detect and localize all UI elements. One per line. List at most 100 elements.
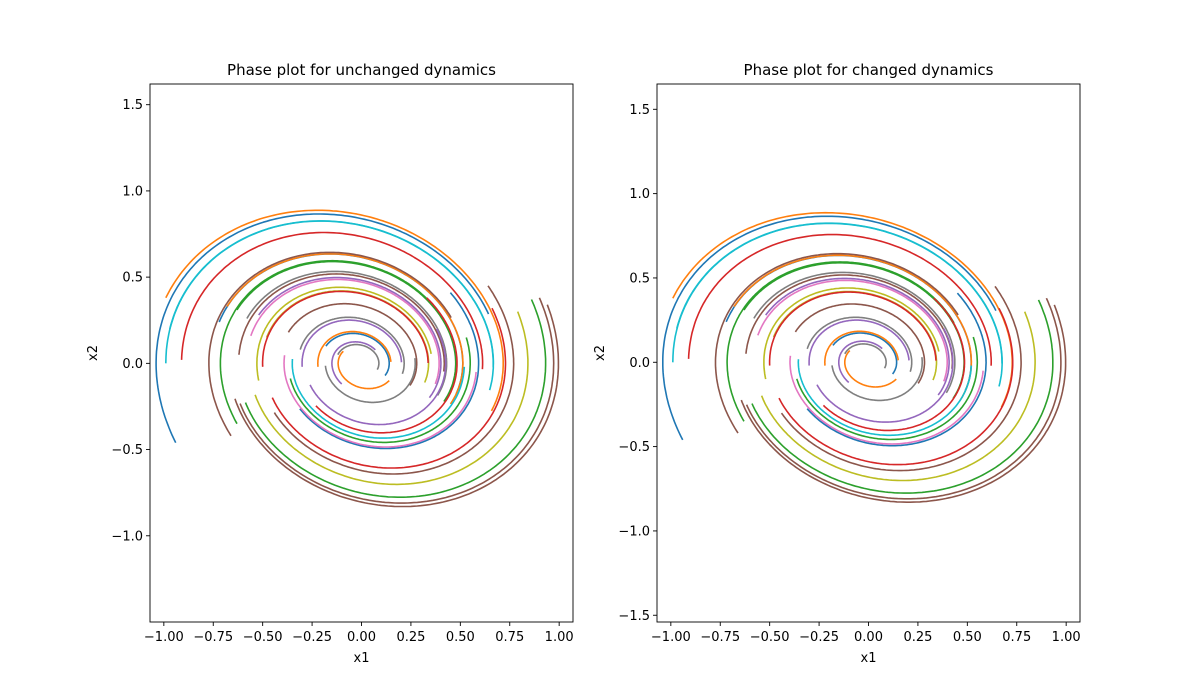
trajectory-11	[753, 271, 956, 394]
trajectory-25	[806, 292, 987, 447]
trajectory-21	[261, 290, 429, 367]
trajectory-26	[796, 336, 979, 441]
trajectory-23	[208, 251, 452, 437]
trajectory-13	[258, 276, 442, 399]
x-tick-label: −1.00	[144, 630, 184, 645]
trajectory-27	[797, 359, 973, 437]
trajectory-35	[283, 355, 477, 448]
y-tick-label: −0.5	[111, 443, 143, 458]
trajectory-37	[337, 350, 390, 390]
trajectory-24	[822, 297, 966, 432]
x-tick-label: −0.75	[193, 630, 233, 645]
trajectory-19	[301, 319, 403, 367]
trajectory-19	[808, 319, 910, 366]
trajectory-15	[806, 316, 913, 373]
trajectory-30	[244, 299, 547, 498]
trajectory-17	[317, 330, 392, 367]
x-tick-label: 1.00	[1052, 630, 1081, 645]
x-tick-label: 0.00	[854, 630, 883, 645]
trajectory-4	[672, 211, 1013, 408]
trajectory-24	[315, 297, 458, 434]
chart-title: Phase plot for unchanged dynamics	[227, 61, 496, 79]
x-tick-label: −0.25	[799, 630, 839, 645]
x-tick-label: −0.50	[243, 630, 283, 645]
trajectory-17	[824, 330, 899, 366]
plot-frame	[656, 83, 1081, 623]
trajectory-4	[165, 209, 504, 412]
y-tick-label: 1.5	[629, 103, 650, 118]
trajectory-35	[789, 355, 984, 445]
y-tick-label: 0.5	[629, 271, 650, 286]
trajectory-33	[273, 285, 515, 475]
x-tick-label: −1.00	[651, 630, 691, 645]
trajectory-16	[325, 332, 390, 377]
x-axis-label: x1	[354, 651, 370, 666]
y-tick-label: −1.0	[618, 524, 650, 539]
trajectory-15	[299, 316, 405, 375]
x-tick-label: −0.75	[700, 630, 740, 645]
trajectory-21	[768, 291, 937, 366]
y-axis-label: x2	[593, 345, 608, 361]
trajectory-23	[714, 252, 959, 434]
trajectory-10	[250, 278, 440, 385]
x-tick-label: 1.00	[545, 630, 574, 645]
x-tick-label: 0.75	[1002, 630, 1031, 645]
trajectory-28	[309, 328, 447, 426]
y-tick-label: 0.0	[122, 357, 143, 372]
trajectory-28	[816, 328, 954, 423]
y-tick-label: −1.5	[618, 609, 650, 624]
y-tick-label: 0.5	[122, 271, 143, 286]
trajectory-38	[331, 341, 376, 385]
trajectory-30	[751, 299, 1054, 494]
right-phase-plot: −1.00 −0.75 −0.50 −0.25 0.00 0.25 0.50 0.75 1.00…	[593, 61, 1081, 666]
trajectory-31	[239, 297, 555, 504]
x-tick-label: 0.75	[495, 630, 524, 645]
trajectory-36	[324, 358, 416, 404]
y-tick-label: 1.0	[629, 187, 650, 202]
trajectory-32	[740, 304, 1067, 503]
trajectory-5	[169, 220, 495, 391]
y-tick-label: 0.0	[629, 356, 650, 371]
trajectory-38	[838, 340, 883, 384]
trajectory-34	[271, 307, 507, 469]
trajectory-20	[763, 287, 940, 380]
trajectory-36	[831, 357, 923, 402]
trajectory-14	[287, 302, 418, 386]
x-tick-label: 0.25	[396, 630, 425, 645]
trajectory-13	[765, 277, 950, 396]
trajectory-20	[256, 286, 432, 381]
trajectory-14	[794, 303, 926, 384]
trajectory-3	[687, 233, 992, 366]
trajectory-9	[238, 273, 446, 372]
trajectory-31	[745, 297, 1062, 500]
trajectory-25	[299, 292, 480, 450]
trajectory-1	[155, 213, 490, 444]
trajectory-32	[234, 304, 560, 508]
y-tick-label: 1.0	[122, 184, 143, 199]
x-tick-label: 0.50	[953, 630, 982, 645]
trajectory-37	[844, 350, 897, 388]
x-tick-label: 0.00	[347, 630, 376, 645]
y-tick-label: −1.0	[111, 529, 143, 544]
trajectory-3	[180, 231, 484, 370]
x-axis-label: x1	[861, 651, 877, 666]
trajectory-22	[219, 259, 448, 425]
trajectory-16	[832, 332, 898, 375]
trajectory-7	[733, 254, 973, 402]
y-tick-label: 1.5	[122, 98, 143, 113]
trajectory-18	[337, 343, 380, 371]
plot-frame	[149, 83, 574, 623]
x-tick-label: −0.50	[750, 630, 790, 645]
trajectory-27	[291, 359, 466, 439]
y-tick-label: −0.5	[618, 440, 650, 455]
trajectory-29	[254, 311, 529, 486]
trajectory-10	[757, 279, 948, 382]
trajectory-5	[676, 222, 1003, 387]
x-tick-label: 0.25	[903, 630, 932, 645]
trajectories	[662, 211, 1067, 503]
trajectory-11	[246, 270, 448, 396]
trajectory-29	[760, 311, 1036, 482]
trajectory-18	[844, 343, 887, 369]
x-tick-label: 0.50	[446, 630, 475, 645]
